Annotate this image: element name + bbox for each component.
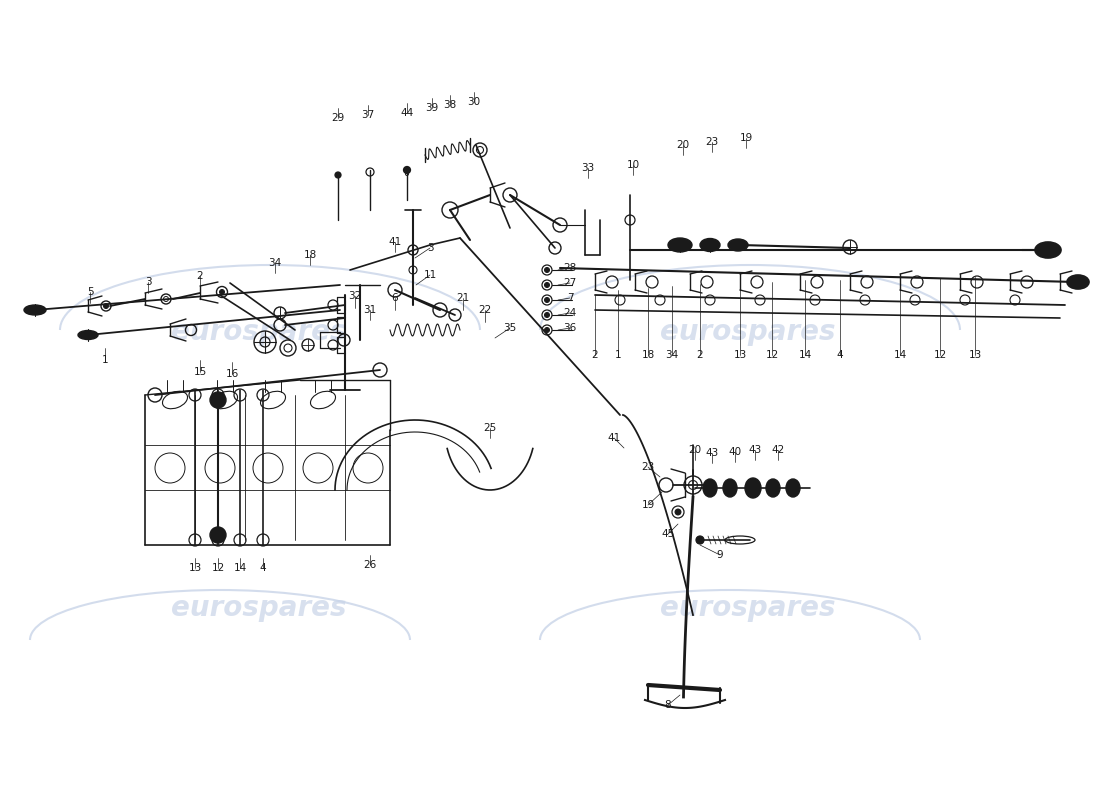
Text: 14: 14 [233,563,246,573]
Ellipse shape [78,330,98,339]
Text: 43: 43 [705,448,718,458]
Ellipse shape [1067,275,1089,289]
Text: 44: 44 [400,108,414,118]
Ellipse shape [723,479,737,497]
Text: 7: 7 [566,293,573,303]
Circle shape [404,166,410,174]
Text: 41: 41 [388,237,401,247]
Text: 27: 27 [563,278,576,288]
Text: 37: 37 [362,110,375,120]
Text: 26: 26 [363,560,376,570]
Text: 13: 13 [968,350,981,360]
Text: 33: 33 [582,163,595,173]
Text: 14: 14 [799,350,812,360]
Text: 23: 23 [705,137,718,147]
Text: 18: 18 [304,250,317,260]
Text: 8: 8 [664,700,671,710]
Text: 2: 2 [592,350,598,360]
Text: 28: 28 [563,263,576,273]
Text: 19: 19 [739,133,752,143]
Text: 21: 21 [456,293,470,303]
Text: eurospares: eurospares [170,318,346,346]
Text: 13: 13 [188,563,201,573]
Text: 10: 10 [626,160,639,170]
Text: 16: 16 [226,369,239,379]
Text: 29: 29 [331,113,344,123]
Ellipse shape [668,238,692,252]
Ellipse shape [703,479,717,497]
Text: 4: 4 [260,563,266,573]
Text: 11: 11 [424,270,437,280]
Circle shape [544,282,550,287]
Text: eurospares: eurospares [170,594,346,622]
Text: 34: 34 [268,258,282,268]
Text: 3: 3 [145,277,152,287]
Circle shape [544,313,550,318]
Text: 38: 38 [443,100,456,110]
Text: 2: 2 [197,271,204,281]
Text: 3: 3 [427,243,433,253]
Text: 12: 12 [934,350,947,360]
Text: 1: 1 [615,350,622,360]
Ellipse shape [766,479,780,497]
Text: 45: 45 [661,529,674,539]
Circle shape [675,509,681,515]
Text: 35: 35 [504,323,517,333]
Text: 30: 30 [468,97,481,107]
Text: 25: 25 [483,423,496,433]
Text: 13: 13 [734,350,747,360]
Text: 14: 14 [893,350,906,360]
Text: 2: 2 [696,350,703,360]
Circle shape [696,536,704,544]
Circle shape [103,303,109,309]
Text: 18: 18 [641,350,654,360]
Ellipse shape [1035,242,1062,258]
Text: 34: 34 [666,350,679,360]
Text: 31: 31 [363,305,376,315]
Text: 41: 41 [607,433,620,443]
Text: 36: 36 [563,323,576,333]
Text: 15: 15 [194,367,207,377]
Circle shape [210,527,225,543]
Text: 20: 20 [676,140,690,150]
Text: 19: 19 [641,500,654,510]
Text: 6: 6 [392,293,398,303]
Text: 9: 9 [717,550,724,560]
Text: 1: 1 [101,355,108,365]
Text: 12: 12 [766,350,779,360]
Ellipse shape [24,305,46,315]
Text: 23: 23 [641,462,654,472]
Text: eurospares: eurospares [660,594,836,622]
Text: eurospares: eurospares [660,318,836,346]
Text: 12: 12 [211,563,224,573]
Circle shape [336,172,341,178]
Text: 42: 42 [771,445,784,455]
Circle shape [210,392,225,408]
Circle shape [544,267,550,273]
Text: 40: 40 [728,447,741,457]
Text: 20: 20 [689,445,702,455]
Ellipse shape [745,478,761,498]
Ellipse shape [786,479,800,497]
Text: 22: 22 [478,305,492,315]
Circle shape [544,327,550,333]
Text: 39: 39 [426,103,439,113]
Ellipse shape [700,238,720,251]
Text: 5: 5 [87,287,94,297]
Text: 43: 43 [748,445,761,455]
Text: 4: 4 [837,350,844,360]
Circle shape [220,290,224,294]
Circle shape [544,298,550,302]
Text: 32: 32 [349,291,362,301]
Text: 24: 24 [563,308,576,318]
Ellipse shape [728,239,748,251]
